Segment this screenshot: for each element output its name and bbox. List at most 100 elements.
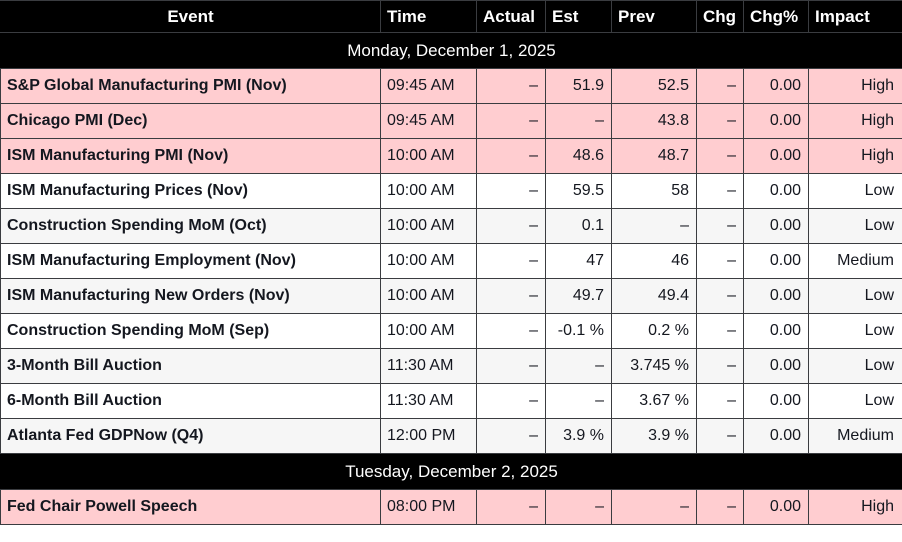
- time-cell: 10:00 AM: [380, 173, 477, 209]
- column-header-chg: Chg: [696, 0, 744, 33]
- chgpct-cell: 0.00: [743, 383, 809, 419]
- column-header-actual: Actual: [476, 0, 546, 33]
- header-row: Event Time Actual Est Prev Chg Chg% Impa…: [0, 0, 902, 33]
- prev-cell: 48.7: [611, 138, 697, 174]
- table-row: S&P Global Manufacturing PMI (Nov) 09:45…: [0, 68, 902, 104]
- actual-cell: –: [476, 103, 546, 139]
- est-cell: –: [545, 489, 612, 525]
- impact-cell: High: [808, 138, 902, 174]
- est-cell: 59.5: [545, 173, 612, 209]
- time-cell: 10:00 AM: [380, 278, 477, 314]
- impact-cell: Low: [808, 348, 902, 384]
- event-cell: ISM Manufacturing PMI (Nov): [0, 138, 381, 174]
- chg-cell: –: [696, 103, 744, 139]
- actual-cell: –: [476, 489, 546, 525]
- prev-cell: 58: [611, 173, 697, 209]
- est-cell: 49.7: [545, 278, 612, 314]
- date-separator: Monday, December 1, 2025: [0, 32, 902, 69]
- chg-cell: –: [696, 208, 744, 244]
- chg-cell: –: [696, 243, 744, 279]
- table-row: Atlanta Fed GDPNow (Q4) 12:00 PM – 3.9 %…: [0, 418, 902, 454]
- prev-cell: 3.745 %: [611, 348, 697, 384]
- event-cell: S&P Global Manufacturing PMI (Nov): [0, 68, 381, 104]
- event-cell: Construction Spending MoM (Oct): [0, 208, 381, 244]
- est-cell: –: [545, 383, 612, 419]
- chgpct-cell: 0.00: [743, 278, 809, 314]
- chgpct-cell: 0.00: [743, 348, 809, 384]
- table-row: 3-Month Bill Auction 11:30 AM – – 3.745 …: [0, 348, 902, 384]
- time-cell: 08:00 PM: [380, 489, 477, 525]
- time-cell: 10:00 AM: [380, 208, 477, 244]
- time-cell: 10:00 AM: [380, 138, 477, 174]
- event-cell: ISM Manufacturing New Orders (Nov): [0, 278, 381, 314]
- chg-cell: –: [696, 138, 744, 174]
- impact-cell: Low: [808, 208, 902, 244]
- actual-cell: –: [476, 383, 546, 419]
- chg-cell: –: [696, 383, 744, 419]
- chgpct-cell: 0.00: [743, 418, 809, 454]
- impact-cell: High: [808, 68, 902, 104]
- est-cell: 3.9 %: [545, 418, 612, 454]
- impact-cell: High: [808, 489, 902, 525]
- chg-cell: –: [696, 348, 744, 384]
- actual-cell: –: [476, 208, 546, 244]
- time-cell: 11:30 AM: [380, 348, 477, 384]
- actual-cell: –: [476, 418, 546, 454]
- column-header-est: Est: [545, 0, 612, 33]
- impact-cell: Low: [808, 173, 902, 209]
- time-cell: 09:45 AM: [380, 103, 477, 139]
- est-cell: 51.9: [545, 68, 612, 104]
- date-separator: Tuesday, December 2, 2025: [0, 453, 902, 490]
- table-row: Construction Spending MoM (Oct) 10:00 AM…: [0, 208, 902, 244]
- table-row: Chicago PMI (Dec) 09:45 AM – – 43.8 – 0.…: [0, 103, 902, 139]
- time-cell: 11:30 AM: [380, 383, 477, 419]
- prev-cell: –: [611, 489, 697, 525]
- date-separator-row: Monday, December 1, 2025: [0, 32, 902, 69]
- table-row: ISM Manufacturing Employment (Nov) 10:00…: [0, 243, 902, 279]
- actual-cell: –: [476, 313, 546, 349]
- chg-cell: –: [696, 278, 744, 314]
- impact-cell: Medium: [808, 418, 902, 454]
- chgpct-cell: 0.00: [743, 138, 809, 174]
- chg-cell: –: [696, 489, 744, 525]
- est-cell: 0.1: [545, 208, 612, 244]
- actual-cell: –: [476, 68, 546, 104]
- impact-cell: Low: [808, 278, 902, 314]
- event-cell: ISM Manufacturing Prices (Nov): [0, 173, 381, 209]
- event-cell: Chicago PMI (Dec): [0, 103, 381, 139]
- event-cell: Fed Chair Powell Speech: [0, 489, 381, 525]
- chg-cell: –: [696, 418, 744, 454]
- event-cell: ISM Manufacturing Employment (Nov): [0, 243, 381, 279]
- est-cell: –: [545, 103, 612, 139]
- impact-cell: Medium: [808, 243, 902, 279]
- actual-cell: –: [476, 243, 546, 279]
- prev-cell: 3.9 %: [611, 418, 697, 454]
- chgpct-cell: 0.00: [743, 313, 809, 349]
- prev-cell: 43.8: [611, 103, 697, 139]
- chg-cell: –: [696, 173, 744, 209]
- chgpct-cell: 0.00: [743, 208, 809, 244]
- prev-cell: 52.5: [611, 68, 697, 104]
- column-header-event: Event: [0, 0, 381, 33]
- chgpct-cell: 0.00: [743, 489, 809, 525]
- chg-cell: –: [696, 68, 744, 104]
- chgpct-cell: 0.00: [743, 103, 809, 139]
- event-cell: Construction Spending MoM (Sep): [0, 313, 381, 349]
- table-row: 6-Month Bill Auction 11:30 AM – – 3.67 %…: [0, 383, 902, 419]
- table-body: Monday, December 1, 2025 S&P Global Manu…: [0, 32, 902, 525]
- prev-cell: –: [611, 208, 697, 244]
- table-row: Construction Spending MoM (Sep) 10:00 AM…: [0, 313, 902, 349]
- event-cell: 3-Month Bill Auction: [0, 348, 381, 384]
- est-cell: -0.1 %: [545, 313, 612, 349]
- chgpct-cell: 0.00: [743, 243, 809, 279]
- time-cell: 12:00 PM: [380, 418, 477, 454]
- column-header-chgpct: Chg%: [743, 0, 809, 33]
- table-row: ISM Manufacturing New Orders (Nov) 10:00…: [0, 278, 902, 314]
- prev-cell: 3.67 %: [611, 383, 697, 419]
- prev-cell: 46: [611, 243, 697, 279]
- time-cell: 09:45 AM: [380, 68, 477, 104]
- prev-cell: 0.2 %: [611, 313, 697, 349]
- time-cell: 10:00 AM: [380, 243, 477, 279]
- date-separator-row: Tuesday, December 2, 2025: [0, 453, 902, 490]
